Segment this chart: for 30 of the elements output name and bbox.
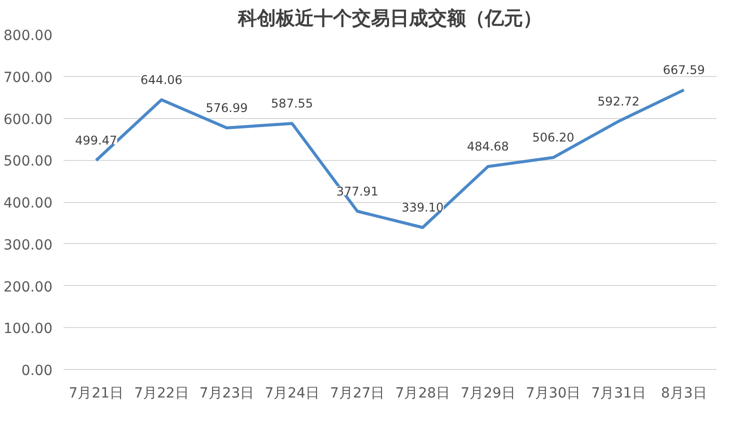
data-label: 506.20 [532,130,574,145]
x-tick-label: 7月31日 [591,386,646,402]
data-label: 667.59 [662,62,705,77]
x-tick-label: 8月3日 [660,386,707,402]
chart-title: 科创板近十个交易日成交额（亿元） [237,8,542,30]
y-tick-label: 200.00 [4,279,53,296]
data-label: 644.06 [140,72,182,87]
data-label: 587.55 [271,96,314,110]
y-tick-label: 800.00 [4,28,53,44]
x-tick-label: 7月23日 [199,386,254,402]
x-tick-label: 7月27日 [330,386,385,402]
x-tick-label: 7月21日 [68,386,124,402]
x-tick-label: 7月22日 [134,386,189,402]
y-tick-label: 100.00 [4,321,53,338]
data-label: 339.10 [402,200,444,214]
y-tick-label: 300.00 [4,237,53,254]
y-tick-label: 400.00 [4,196,53,212]
y-tick-label: 600.00 [4,112,53,128]
x-tick-label: 7月24日 [264,386,320,402]
x-tick-label: 7月29日 [460,386,516,402]
data-label: 377.91 [336,184,378,198]
data-label: 592.72 [598,94,640,108]
data-label: 484.68 [466,140,509,154]
x-tick-label: 7月28日 [395,386,450,402]
x-tick-label: 7月30日 [526,386,581,402]
y-tick-label: 500.00 [4,154,53,170]
y-tick-label: 700.00 [4,70,53,86]
data-label: 499.47 [75,133,118,148]
data-label: 576.99 [206,100,248,115]
y-tick-label: 0.00 [21,363,52,379]
